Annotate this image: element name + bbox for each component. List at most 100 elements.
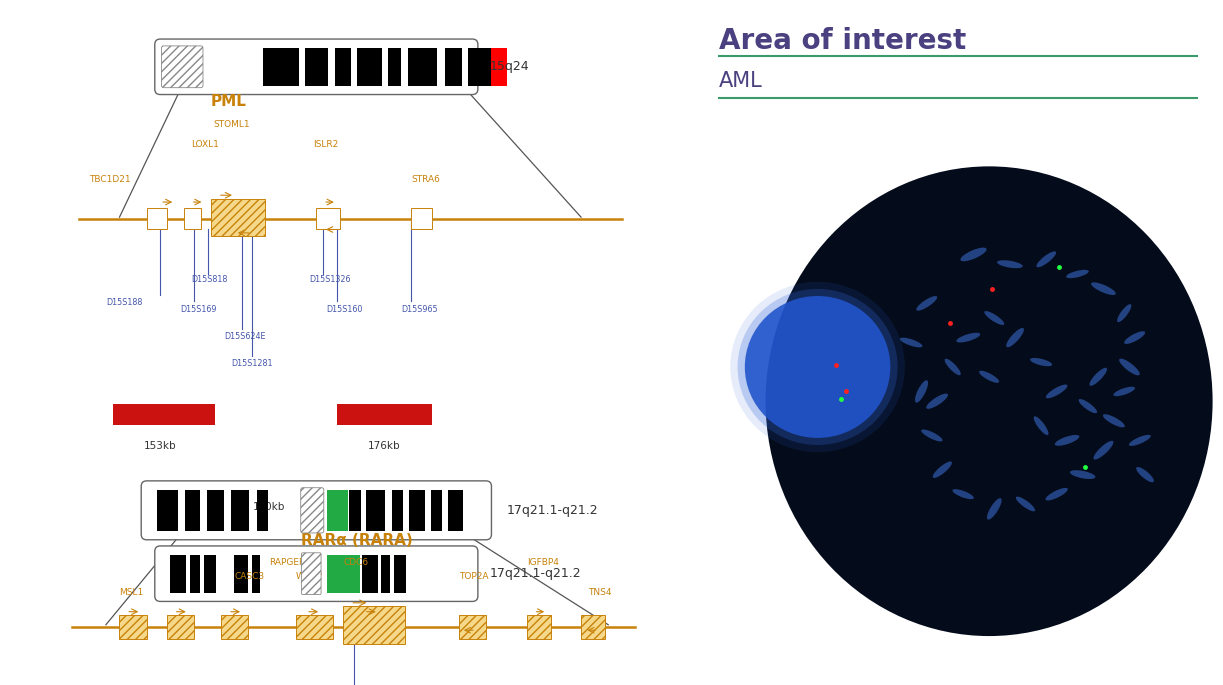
Bar (327, 490, 344, 531)
Bar (204, 555, 216, 593)
Ellipse shape (1093, 440, 1113, 460)
Text: D15S1281: D15S1281 (231, 360, 273, 369)
Ellipse shape (956, 333, 980, 342)
Bar (257, 490, 268, 531)
Ellipse shape (1090, 368, 1107, 386)
FancyBboxPatch shape (301, 488, 324, 533)
Ellipse shape (953, 489, 974, 499)
Bar (263, 48, 298, 86)
Bar (186, 490, 199, 531)
Bar (336, 404, 432, 425)
FancyBboxPatch shape (301, 553, 322, 595)
Bar (168, 615, 194, 639)
Text: LOXL1: LOXL1 (191, 140, 219, 149)
Bar (527, 615, 550, 639)
Ellipse shape (1091, 282, 1115, 295)
Bar (350, 555, 358, 593)
Ellipse shape (1129, 435, 1151, 446)
Bar (382, 555, 390, 593)
Ellipse shape (985, 311, 1004, 325)
Ellipse shape (1124, 332, 1145, 344)
Bar (157, 490, 179, 531)
Text: 176kb: 176kb (368, 440, 400, 451)
Ellipse shape (987, 498, 1002, 520)
Bar (212, 199, 265, 236)
Text: 100kb: 100kb (253, 502, 285, 512)
Text: CDC6: CDC6 (344, 558, 368, 567)
Text: PML: PML (210, 94, 246, 109)
Bar (327, 555, 361, 593)
FancyBboxPatch shape (161, 46, 203, 88)
Text: D15S1326: D15S1326 (309, 275, 351, 284)
FancyBboxPatch shape (141, 481, 492, 540)
Text: AML: AML (719, 71, 763, 91)
Text: 15q24: 15q24 (489, 60, 530, 73)
Ellipse shape (1007, 328, 1024, 347)
Ellipse shape (916, 296, 937, 311)
Text: 17q21.1-q21.2: 17q21.1-q21.2 (489, 567, 581, 580)
Bar (170, 555, 186, 593)
Text: STOML1: STOML1 (213, 120, 249, 129)
Bar (183, 208, 201, 229)
Ellipse shape (1079, 399, 1097, 413)
Bar (367, 490, 385, 531)
Text: CASC3: CASC3 (235, 572, 265, 581)
Bar (207, 490, 224, 531)
Ellipse shape (997, 260, 1022, 269)
FancyBboxPatch shape (155, 39, 478, 95)
Ellipse shape (737, 289, 898, 445)
Text: MSL1: MSL1 (120, 588, 144, 597)
Bar (388, 48, 401, 86)
Bar (113, 404, 214, 425)
Text: STRA6: STRA6 (411, 175, 440, 184)
Text: RARα (RARA): RARα (RARA) (301, 532, 413, 547)
Text: RAPGEFL1: RAPGEFL1 (269, 558, 314, 567)
Ellipse shape (926, 394, 948, 409)
Text: TNS4: TNS4 (588, 588, 612, 597)
Text: D15S169: D15S169 (181, 305, 216, 314)
Bar (120, 615, 147, 639)
Text: D15S965: D15S965 (401, 305, 438, 314)
Ellipse shape (1046, 488, 1068, 501)
Text: D15S818: D15S818 (191, 275, 227, 284)
Ellipse shape (1033, 416, 1048, 435)
Ellipse shape (1070, 470, 1096, 479)
Bar (430, 490, 442, 531)
Text: D15S624E: D15S624E (225, 332, 267, 341)
Bar (327, 490, 349, 531)
Ellipse shape (745, 296, 890, 438)
Ellipse shape (766, 166, 1212, 636)
Bar (147, 208, 168, 229)
Text: 17q21.1-q21.2: 17q21.1-q21.2 (506, 504, 598, 516)
Bar (490, 48, 508, 86)
Bar (317, 208, 340, 229)
Bar (410, 490, 424, 531)
Bar (362, 555, 378, 593)
Text: D15S160: D15S160 (327, 305, 363, 314)
Ellipse shape (915, 380, 928, 403)
Bar (448, 490, 464, 531)
Text: WIPF2: WIPF2 (296, 572, 324, 581)
Ellipse shape (1117, 304, 1131, 322)
Ellipse shape (1136, 467, 1153, 482)
Bar (221, 615, 248, 639)
Ellipse shape (1016, 497, 1035, 511)
Text: TOP2A: TOP2A (459, 572, 488, 581)
FancyBboxPatch shape (155, 546, 478, 601)
Bar (252, 555, 260, 593)
Text: 153kb: 153kb (144, 440, 176, 451)
Text: TBC1D21: TBC1D21 (89, 175, 131, 184)
Text: Area of interest: Area of interest (719, 27, 966, 55)
Ellipse shape (1113, 387, 1135, 396)
Text: ISLR2: ISLR2 (313, 140, 339, 149)
Bar (411, 208, 432, 229)
Text: IGFBP4: IGFBP4 (527, 558, 559, 567)
Text: D15S188: D15S188 (106, 298, 142, 307)
Bar (357, 48, 382, 86)
Ellipse shape (1066, 270, 1088, 278)
Bar (306, 48, 328, 86)
Bar (459, 615, 486, 639)
Bar (296, 615, 334, 639)
Bar (231, 490, 249, 531)
Bar (234, 555, 248, 593)
